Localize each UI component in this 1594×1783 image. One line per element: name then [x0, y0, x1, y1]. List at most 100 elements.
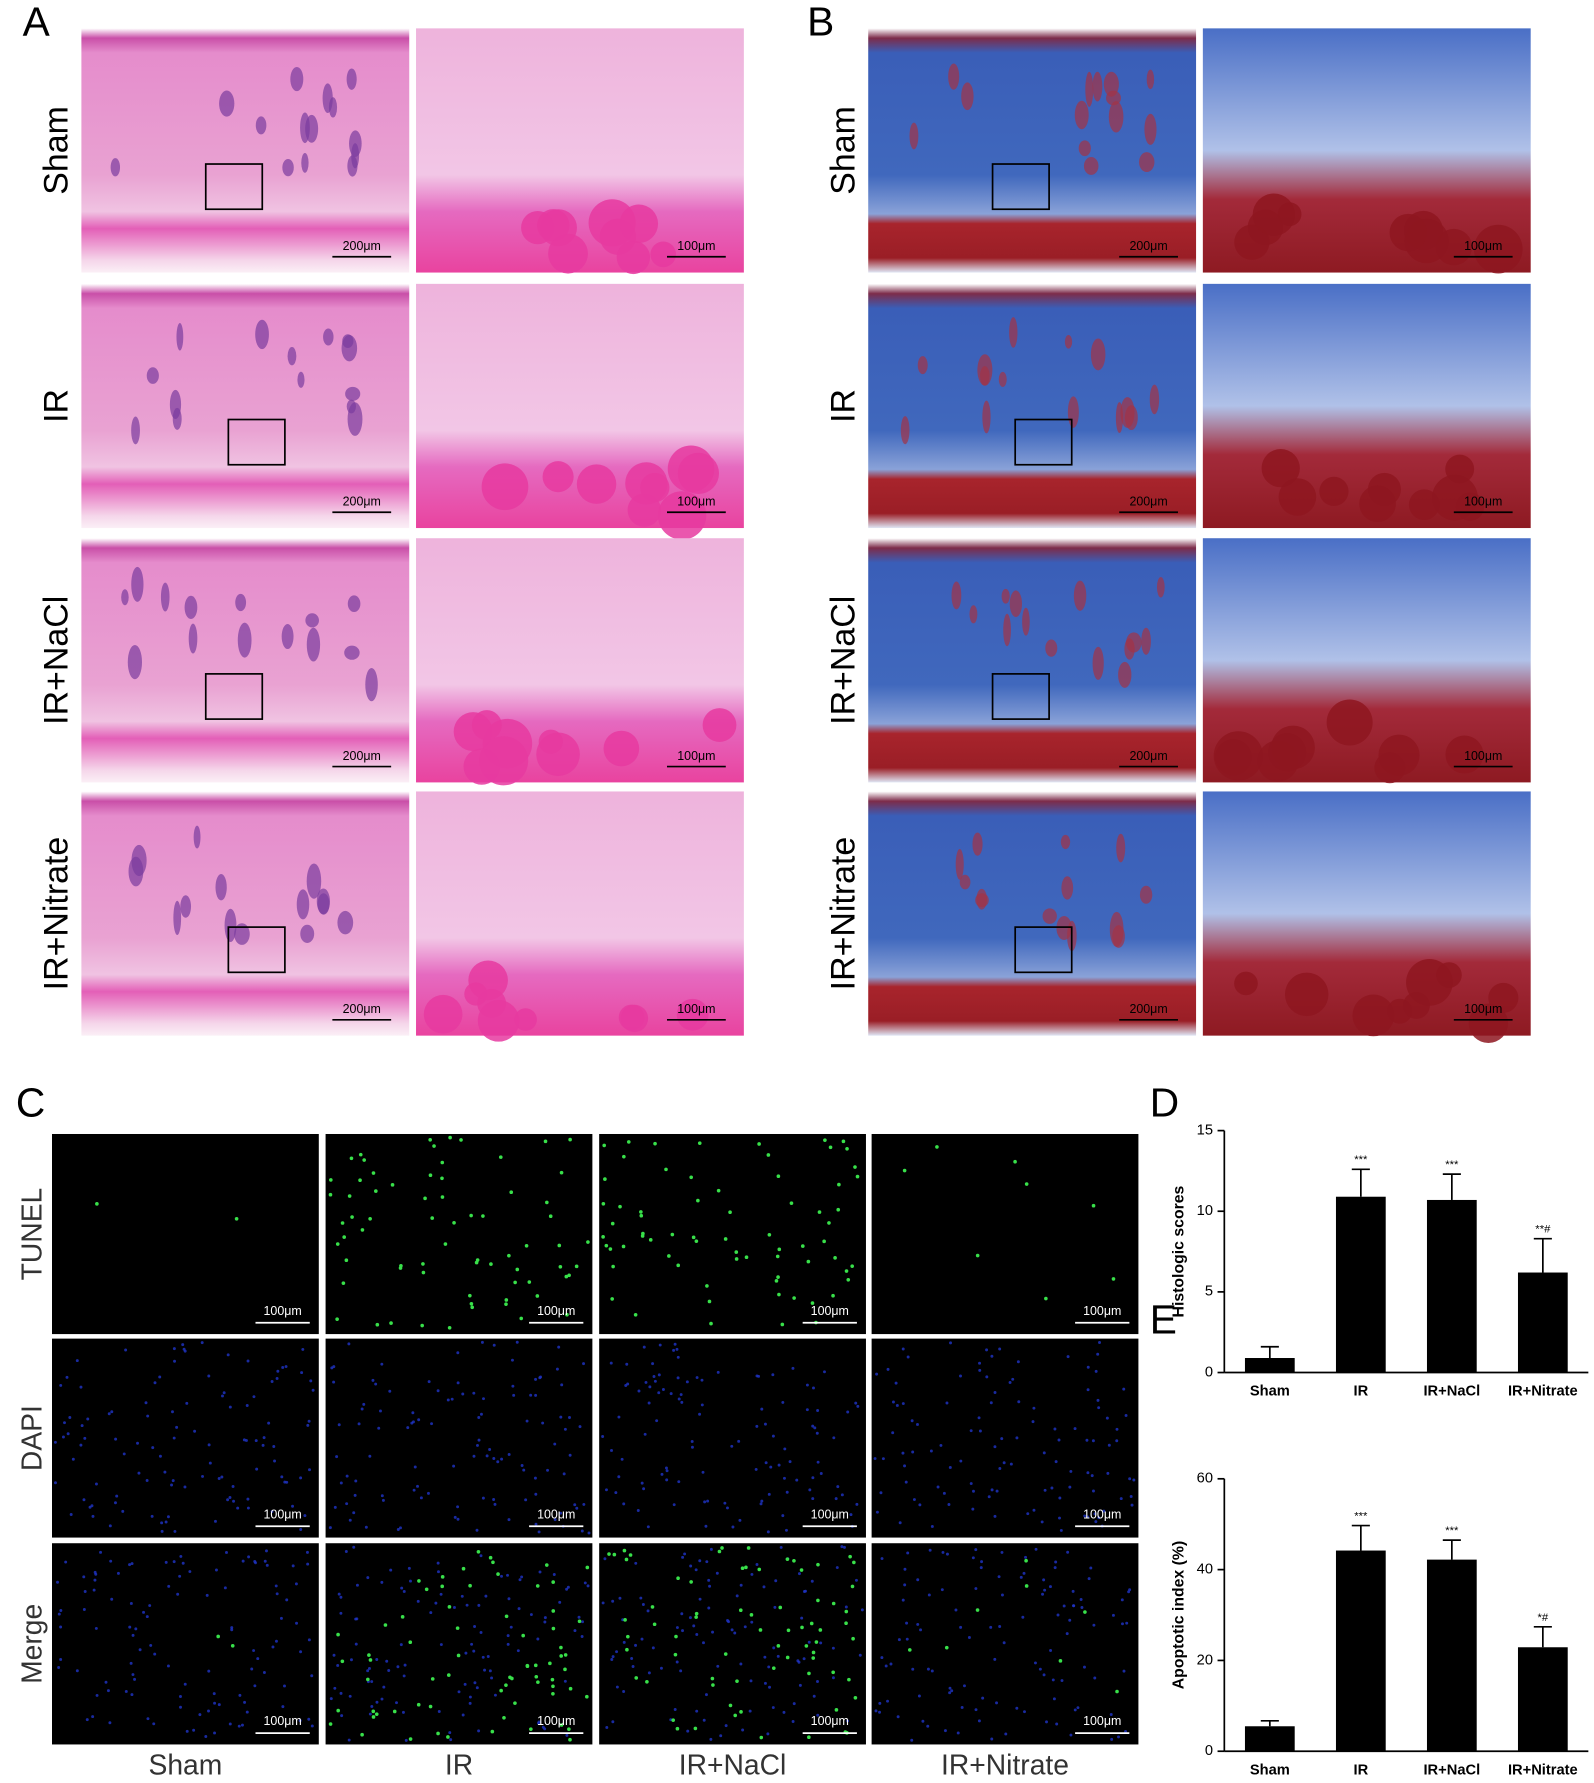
- dapi-dot: [707, 1606, 711, 1610]
- follicle: [1109, 911, 1124, 947]
- dapi-dot: [129, 1661, 133, 1665]
- dapi-dot: [1052, 1697, 1056, 1701]
- dapi-dot: [477, 1603, 481, 1607]
- tunel-dot: [336, 1632, 340, 1637]
- dapi-dot: [1021, 1615, 1025, 1619]
- dapi-dot: [534, 1522, 538, 1526]
- x-tick-label: IR: [1353, 1384, 1368, 1400]
- row-label: IR+Nitrate: [38, 837, 76, 991]
- muscle-fiber: [620, 1004, 649, 1033]
- dapi-dot: [207, 1669, 211, 1673]
- tunel-dot: [625, 1647, 629, 1652]
- dapi-dot: [133, 1677, 137, 1681]
- dapi-dot: [1096, 1352, 1100, 1356]
- significance-label: ***: [1354, 1511, 1368, 1523]
- dapi-dot: [1034, 1547, 1038, 1551]
- follicle: [296, 889, 310, 920]
- dapi-dot: [792, 1702, 796, 1706]
- tunel-dot: [611, 1264, 615, 1269]
- muscle-fiber: [667, 445, 715, 493]
- scale-bar-label: 100μm: [677, 494, 715, 508]
- dapi-dot: [807, 1640, 811, 1644]
- tunel-dot: [551, 1684, 555, 1689]
- dapi-dot: [568, 1453, 572, 1457]
- tunel-dot: [360, 1228, 365, 1232]
- dapi-dot: [1058, 1496, 1062, 1500]
- dapi-dot: [731, 1525, 735, 1529]
- follicle: [1092, 646, 1104, 680]
- dapi-dot: [230, 1626, 234, 1630]
- dapi-dot: [690, 1439, 694, 1443]
- x-tick-label: Sham: [1250, 1762, 1290, 1778]
- dapi-dot: [91, 1715, 95, 1719]
- dapi-dot: [1072, 1604, 1076, 1608]
- dapi-dot: [270, 1510, 274, 1514]
- scale-bar-label: 100μm: [811, 1714, 849, 1728]
- follicle: [305, 114, 319, 143]
- tunel-dot: [697, 1141, 702, 1145]
- roi-box: [204, 163, 264, 211]
- tunel-dot: [585, 1565, 590, 1570]
- dapi-dot: [679, 1669, 683, 1673]
- follicle: [1067, 396, 1079, 428]
- dapi-dot: [452, 1464, 456, 1468]
- tunel-dot: [823, 1138, 827, 1142]
- y-axis-label: Apoptotic index (%): [1170, 1541, 1187, 1689]
- dapi-dot: [99, 1550, 103, 1554]
- tunel-dot: [375, 1322, 380, 1327]
- dapi-dot: [716, 1664, 720, 1668]
- tunel-dot: [389, 1321, 393, 1325]
- tunel-dot: [664, 1167, 668, 1172]
- dapi-dot: [457, 1690, 461, 1694]
- dapi-dot: [642, 1487, 646, 1491]
- dapi-dot: [153, 1652, 157, 1656]
- dapi-dot: [534, 1492, 538, 1496]
- follicle: [1060, 834, 1071, 850]
- dapi-dot: [245, 1710, 249, 1714]
- dapi-dot: [183, 1349, 187, 1353]
- muscle-fiber: [616, 240, 651, 275]
- dapi-dot: [703, 1500, 707, 1504]
- micrograph-low: [868, 283, 1197, 529]
- tunel-dot: [846, 1277, 851, 1282]
- dapi-dot: [949, 1341, 953, 1345]
- dapi-dot: [1009, 1462, 1013, 1466]
- dapi-dot: [990, 1737, 994, 1741]
- dapi-dot: [407, 1566, 411, 1570]
- dapi-dot: [617, 1475, 621, 1479]
- scale-bar-label: 100μm: [677, 749, 715, 763]
- dapi-dot: [456, 1505, 460, 1509]
- follicle: [146, 367, 159, 384]
- dapi-dot: [1066, 1550, 1070, 1554]
- muscle-fiber: [521, 211, 555, 245]
- tunel-dot: [400, 1615, 405, 1619]
- follicle: [306, 863, 322, 899]
- dapi-dot: [59, 1625, 63, 1629]
- dapi-dot: [406, 1426, 410, 1430]
- tunel-dot: [804, 1644, 809, 1648]
- tunel-dot: [551, 1609, 556, 1613]
- tunel-dot: [740, 1566, 745, 1571]
- dapi-dot: [238, 1693, 242, 1697]
- tunel-dot: [836, 1207, 841, 1212]
- dapi-dot: [94, 1482, 98, 1486]
- muscle-fiber: [1284, 972, 1329, 1017]
- dapi-dot: [465, 1603, 469, 1607]
- dapi-dot: [797, 1660, 801, 1664]
- follicle: [306, 627, 321, 662]
- dapi-dot: [873, 1457, 877, 1461]
- dapi-dot: [328, 1526, 332, 1530]
- follicle: [344, 645, 360, 660]
- scale-bar-label: 200μm: [343, 749, 381, 763]
- muscle-fiber: [625, 462, 668, 505]
- tunel-dot: [601, 1201, 606, 1206]
- tunel-dot: [607, 1552, 611, 1556]
- tunel-dot: [504, 1302, 508, 1306]
- dapi-dot: [617, 1415, 621, 1419]
- micrograph-low: [81, 791, 410, 1036]
- tunel-dot: [693, 1726, 698, 1731]
- tunel-dot: [335, 1317, 339, 1321]
- dapi-dot: [396, 1665, 400, 1669]
- dapi-dot: [1122, 1669, 1126, 1673]
